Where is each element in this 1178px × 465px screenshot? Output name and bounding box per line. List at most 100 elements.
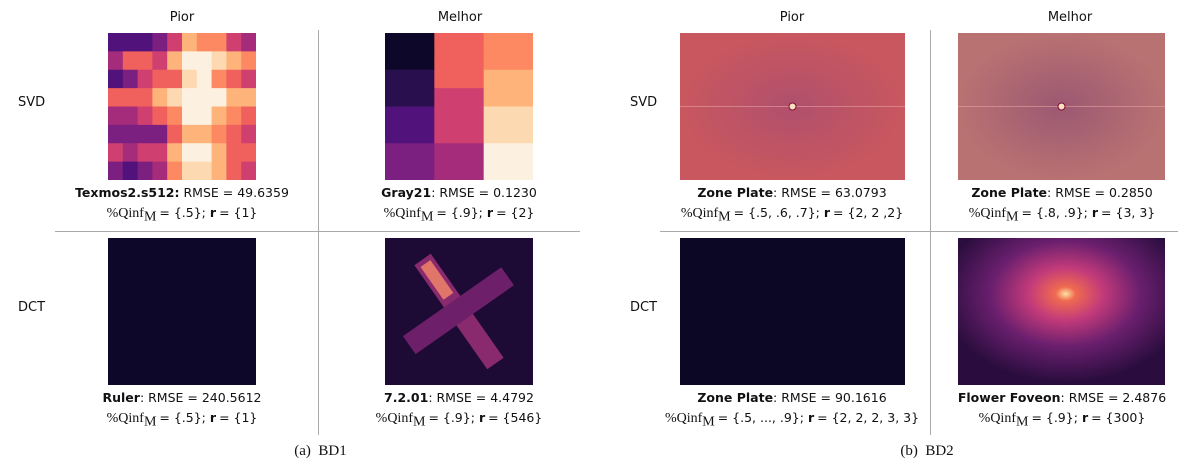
qinf-values: = {.9};: [1031, 410, 1078, 425]
rmse: RMSE = 49.6359: [184, 185, 289, 200]
caption-line: Zone Plate: RMSE = 90.1616: [642, 390, 942, 405]
row-label: DCT: [630, 300, 657, 315]
divider: [930, 30, 931, 435]
image: [680, 33, 905, 180]
panel-caption: (b) BD2: [847, 443, 1007, 460]
caption-line: Zone Plate: RMSE = 0.2850: [912, 185, 1178, 200]
qinf-values: = {.5};: [159, 410, 206, 425]
r-label: r: [487, 205, 493, 220]
image-name: Ruler: [102, 390, 139, 405]
divider: [55, 231, 580, 232]
image: [108, 33, 256, 180]
r-label: r: [1092, 205, 1098, 220]
rmse: : RMSE = 90.1616: [773, 390, 887, 405]
rmse: : RMSE = 4.4792: [428, 390, 534, 405]
param-line: %QinfM= {.8, .9};r= {3, 3}: [912, 205, 1178, 226]
qinf-label: %Qinf: [384, 206, 421, 221]
r-label: r: [210, 205, 216, 220]
image-name: Texmos2.s512:: [75, 185, 179, 200]
panel-caption-text: (a) BD1: [294, 443, 347, 459]
image-name: Zone Plate: [697, 185, 773, 200]
qinf-values: = {.5, ..., .9};: [718, 410, 804, 425]
r-values: = {546}: [488, 410, 542, 425]
column-header: Pior: [122, 10, 242, 25]
column-header-text: Melhor: [438, 10, 482, 25]
qinf-label: %Qinf: [376, 411, 413, 426]
rmse: : RMSE = 0.1230: [431, 185, 537, 200]
qinf-label: %Qinf: [681, 206, 718, 221]
image-name: Gray21: [381, 185, 431, 200]
row-label-text: SVD: [18, 95, 45, 110]
caption-line: Texmos2.s512: RMSE = 49.6359: [32, 185, 332, 200]
row-label-text: DCT: [18, 300, 45, 315]
row-label-text: DCT: [630, 300, 657, 315]
r-values: = {3, 3}: [1101, 205, 1155, 220]
image-name: Zone Plate: [697, 390, 773, 405]
qinf-label: %Qinf: [107, 206, 144, 221]
param-line: %QinfM= {.5}; r= {1}: [32, 205, 332, 226]
qinf-sub: M: [144, 210, 156, 225]
image: [958, 33, 1165, 180]
caption-line: Zone Plate: RMSE = 63.0793: [642, 185, 942, 200]
column-header-text: Pior: [780, 10, 804, 25]
row-label: SVD: [630, 95, 657, 110]
column-header: Melhor: [400, 10, 520, 25]
r-label: r: [210, 410, 216, 425]
column-header-text: Melhor: [1048, 10, 1092, 25]
r-label: r: [479, 410, 485, 425]
column-header-text: Pior: [170, 10, 194, 25]
image: [680, 238, 905, 385]
qinf-values: = {.9};: [428, 410, 475, 425]
r-values: = {2, 2, 2, 3, 3}: [817, 410, 919, 425]
param-line: %QinfM = {.5, .6, .7}; r= {2, 2 ,2}: [642, 205, 942, 226]
param-line: %QinfM= {.9}; r= {546}: [309, 410, 609, 431]
qinf-label: %Qinf: [969, 206, 1006, 221]
row-label-text: SVD: [630, 95, 657, 110]
image: [958, 238, 1165, 385]
figure: (() => { const data = JSON.parse(documen…: [0, 0, 1178, 465]
r-values: = {1}: [219, 410, 257, 425]
panel-caption: (a) BD1: [241, 443, 401, 460]
qinf-values: = {.8, .9};: [1022, 205, 1088, 220]
r-values: = {1}: [219, 205, 257, 220]
qinf-values: = {.5, .6, .7};: [734, 205, 820, 220]
image: [385, 33, 533, 180]
r-label: r: [1082, 410, 1088, 425]
divider: [660, 231, 1178, 232]
image-name: Zone Plate: [971, 185, 1047, 200]
image-name: 7.2.01: [384, 390, 428, 405]
qinf-values: = {.5};: [159, 205, 206, 220]
qinf-sub: M: [702, 415, 714, 430]
rmse: : RMSE = 0.2850: [1047, 185, 1153, 200]
param-line: %QinfM= {.5};r= {1}: [32, 410, 332, 431]
caption-line: Flower Foveon: RMSE = 2.4876: [912, 390, 1178, 405]
param-line: %QinfM= {.5, ..., .9};r= {2, 2, 2, 3, 3}: [642, 410, 942, 431]
qinf-values: = {.9};: [436, 205, 483, 220]
r-values: = {300}: [1091, 410, 1145, 425]
qinf-sub: M: [421, 210, 433, 225]
caption-line: Gray21: RMSE = 0.1230: [309, 185, 609, 200]
r-values: = {2}: [496, 205, 534, 220]
rmse: : RMSE = 63.0793: [773, 185, 887, 200]
caption-line: 7.2.01: RMSE = 4.4792: [309, 390, 609, 405]
divider: [318, 30, 319, 435]
qinf-sub: M: [144, 415, 156, 430]
r-label: r: [824, 205, 830, 220]
image-name: Flower Foveon: [958, 390, 1061, 405]
qinf-sub: M: [413, 415, 425, 430]
row-label: DCT: [18, 300, 45, 315]
image: [108, 238, 256, 385]
image: [385, 238, 533, 385]
r-values: = {2, 2 ,2}: [833, 205, 903, 220]
r-label: r: [808, 410, 814, 425]
qinf-sub: M: [718, 210, 730, 225]
row-label: SVD: [18, 95, 45, 110]
rmse: : RMSE = 2.4876: [1061, 390, 1167, 405]
column-header: Pior: [732, 10, 852, 25]
param-line: %QinfM= {.9}; r= {2}: [309, 205, 609, 226]
qinf-sub: M: [1016, 415, 1028, 430]
param-line: %QinfM= {.9}; r= {300}: [912, 410, 1178, 431]
rmse: : RMSE = 240.5612: [140, 390, 262, 405]
qinf-label: %Qinf: [979, 411, 1016, 426]
column-header: Melhor: [1010, 10, 1130, 25]
